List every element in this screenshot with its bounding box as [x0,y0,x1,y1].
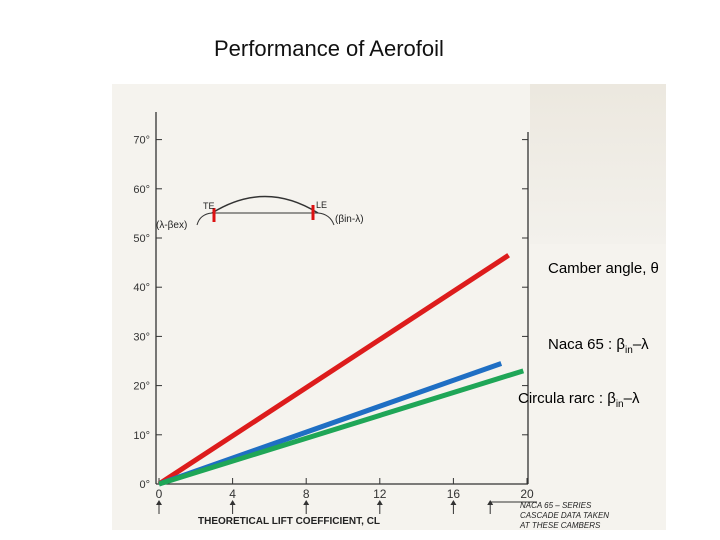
x-tick-label: 0 [156,487,163,501]
scan-note-1: NACA 65 – SERIES [520,501,592,510]
inset-left-angle: (λ-βex) [156,220,187,231]
series-line-1 [157,253,510,487]
y-tick-label: 30° [133,331,150,343]
slide-title: Performance of Aerofoil [214,36,444,61]
camber-angle-annotation: Camber angle, θ [548,260,659,277]
beta-symbol: β [616,336,626,353]
x-tick-label: 4 [229,487,236,501]
inset-right-angle: (βin-λ) [335,214,364,225]
y-tick-label: 60° [133,184,150,196]
camber-arrowhead [156,500,162,505]
x-axis-label: THEORETICAL LIFT COEFFICIENT, CL [198,516,380,527]
y-tick-label: 70° [133,135,150,147]
series-lines [157,253,525,487]
y-tick-label: 10° [133,430,150,442]
naca-prefix: Naca 65 : [548,336,617,353]
camber-arrowhead [376,500,383,505]
y-tick-label: 20° [133,381,150,393]
scan-note-3: AT THESE CAMBERS [519,521,601,530]
camber-arrowhead [229,500,236,505]
y-tick-label: 0° [139,479,150,491]
aerofoil-inset: TE LE (λ-βex) (βin-λ) [156,195,364,231]
te-label: TE [203,201,215,211]
circ-prefix: Circula rarc : [518,390,608,407]
x-axis: 0 4 8 12 16 20 [156,478,534,501]
y-tick-label: 50° [133,233,150,245]
camber-arrows [156,500,537,514]
x-tick-label: 20 [520,487,534,501]
y-tick-label: 40° [133,282,150,294]
aerofoil-profile [211,195,319,214]
series-line-3 [158,368,525,487]
x-tick-label: 12 [373,487,387,501]
y-axis: 0° 10° 20° 30° 40° 50° 60° 70° [133,135,528,491]
minus-lambda: –λ [623,390,640,407]
minus-lambda: –λ [632,336,649,353]
camber-arrowhead [450,500,457,505]
scan-note-2: CASCADE DATA TAKEN [520,511,609,520]
x-tick-label: 16 [447,487,461,501]
beta-symbol: β [607,390,616,407]
le-label: LE [316,200,327,210]
beta-subscript: in [615,399,624,410]
beta-subscript: in [625,345,633,356]
scanned-text-fragment [530,84,666,244]
plot-frame [155,112,529,485]
x-tick-label: 8 [303,487,310,501]
naca-annotation: Naca 65 : βin–λ [548,336,649,356]
circular-arc-annotation: Circula rarc : βin–λ [518,390,639,410]
camber-arrowhead [303,500,310,505]
